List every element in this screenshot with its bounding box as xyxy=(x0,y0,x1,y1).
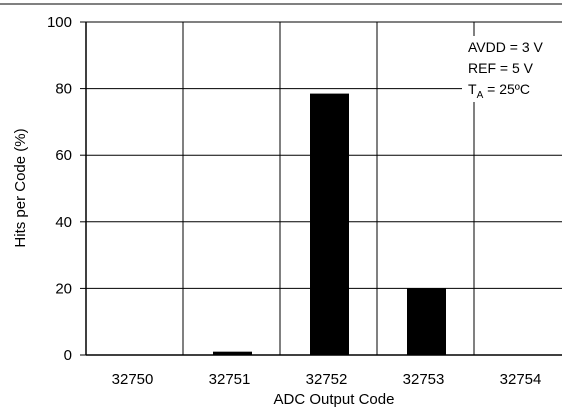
annotation-ref: REF = 5 V xyxy=(468,60,534,76)
y-tick-labels: 0 20 40 60 80 100 xyxy=(47,14,72,364)
x-tick-labels: 32750 32751 32752 32753 32754 xyxy=(112,371,542,388)
y-tick-label: 20 xyxy=(55,280,72,297)
y-tick-label: 80 xyxy=(55,81,72,98)
x-tick-label: 32753 xyxy=(403,371,445,388)
x-tick-label: 32754 xyxy=(500,371,542,388)
annotation-temperature: TA = 25ºC xyxy=(468,81,530,101)
y-axis-label: Hits per Code (%) xyxy=(12,128,29,247)
x-tick-label: 32751 xyxy=(209,371,251,388)
x-tick-label: 32752 xyxy=(306,371,348,388)
x-axis-label: ADC Output Code xyxy=(274,391,395,408)
y-tick-label: 40 xyxy=(55,214,72,231)
y-tick-label: 100 xyxy=(47,14,72,31)
bar-32751 xyxy=(213,351,252,355)
y-tick-label: 60 xyxy=(55,147,72,164)
x-tick-label: 32750 xyxy=(112,371,154,388)
y-tick-label: 0 xyxy=(64,347,72,364)
bars xyxy=(213,93,446,355)
axes xyxy=(80,21,562,356)
annotation-background xyxy=(462,36,562,102)
bar-32752 xyxy=(310,93,349,355)
annotation-avdd: AVDD = 3 V xyxy=(468,39,543,55)
bar-32753 xyxy=(407,288,446,355)
